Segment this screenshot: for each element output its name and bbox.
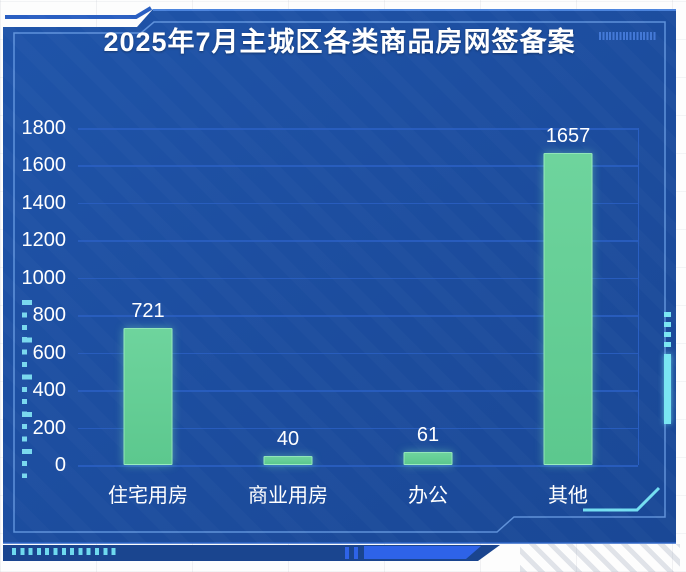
bar-value-label: 721 [131,300,165,323]
strip-segment-decor [354,547,358,559]
y-tick-label: 400 [32,379,66,402]
category-label: 住宅用房 [108,485,188,507]
y-tick-label: 1400 [21,191,67,214]
y-tick-label: 1200 [21,229,67,252]
gridline [78,427,638,430]
gridline [78,165,638,167]
gridline [78,390,638,392]
plot-area: 721 住宅用房 40 商业用房 61 办公 1657 其他 [78,124,639,507]
bar [403,451,453,465]
y-tick-label: 0 [54,454,66,476]
gridline [78,352,638,355]
bar-slot: 61 办公 [358,128,498,507]
top-accent-line-decor [5,6,153,19]
strip-segment-decor [345,547,349,559]
right-cyan-dashes-decor [664,312,671,352]
bottom-strip-dashes-decor [12,548,120,555]
y-tick-label: 600 [32,341,66,364]
strip-bar-decor [364,546,481,559]
bar [263,455,313,465]
left-tick-dashes-wide-decor [22,300,32,478]
bar-slot: 40 商业用房 [218,128,358,507]
y-tick-label: 1000 [21,266,67,289]
right-cyan-bar-decor [664,354,671,424]
category-label: 其他 [548,485,588,507]
bar-value-label: 61 [416,423,440,446]
gridline [78,128,638,130]
gridline [78,240,638,242]
gridline [78,465,638,467]
bar [543,152,593,465]
panel-inner-border-decor [13,21,666,533]
gridline [78,315,638,317]
y-axis-labels: 1800 1600 1400 1200 1000 800 600 400 200 0 [0,0,67,572]
y-tick-label: 1600 [21,154,67,177]
y-tick-label: 1800 [21,117,67,139]
background-hatch-decor [520,544,680,572]
y-tick-label: 200 [32,416,66,439]
bar-value-label: 40 [276,427,300,450]
bar-value-label: 1657 [545,124,591,147]
gridline [78,277,638,280]
chart-title: 2025年7月主城区各类商品房网签备案 [103,27,576,57]
corner-swoosh-decor [583,486,661,512]
bar-slot: 721 住宅用房 [78,128,218,507]
bar [123,328,173,465]
category-label: 商业用房 [248,485,328,507]
y-tick-label: 800 [32,304,66,327]
title-dashes-decor [599,32,657,40]
bar-slot: 1657 其他 [498,124,638,507]
category-label: 办公 [408,485,448,507]
gridline [78,202,638,205]
